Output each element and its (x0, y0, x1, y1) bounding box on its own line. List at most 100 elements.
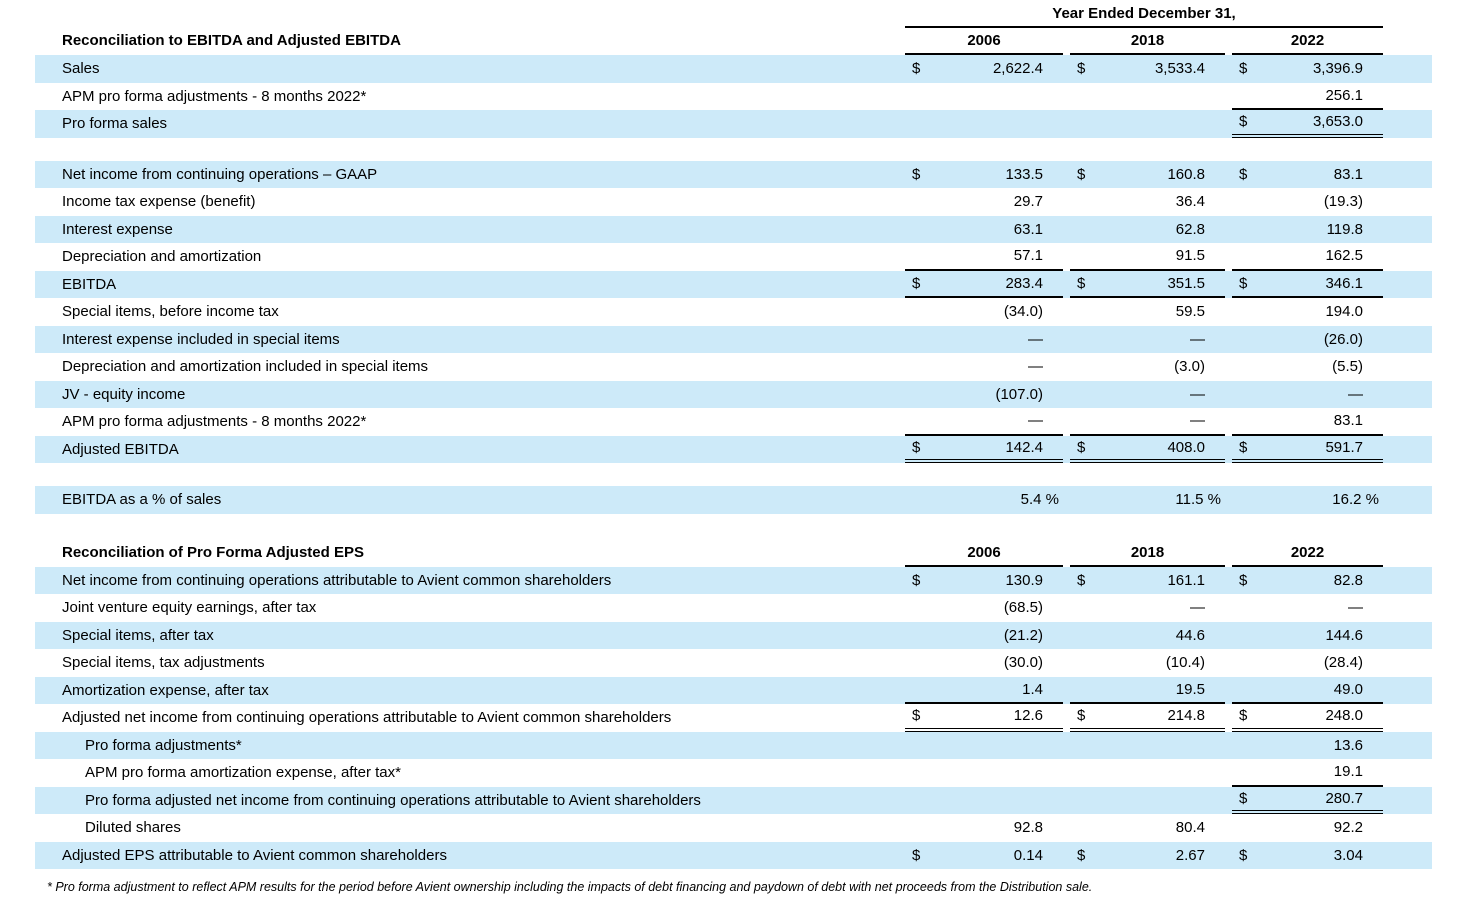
amount-cell-2022: 16.2 % (1232, 486, 1383, 514)
table-row-adjusted-eps: Adjusted EPS attributable to Avient comm… (35, 841, 1432, 870)
table-row-interest-in-special-items: Interest expense included in special ite… (35, 325, 1432, 354)
row-label: APM pro forma amortization expense, afte… (85, 764, 401, 781)
amount-cell-2006: (34.0) (905, 298, 1063, 326)
amount-cell-2018 (1070, 759, 1225, 787)
amount-value: 248.0 (1325, 707, 1363, 724)
amount-cell-2022: $82.8 (1232, 567, 1383, 595)
amount-cell-2018: — (1070, 594, 1225, 622)
row-label: Joint venture equity earnings, after tax (62, 599, 317, 616)
amount-cell-2006: 5.4 % (905, 486, 1063, 514)
amount-value: (107.0) (995, 385, 1043, 403)
table-row-ebitda-percent-of-sales: EBITDA as a % of sales 5.4 % 11.5 % 16.2… (35, 486, 1432, 514)
table-row-special-items: Special items, before income tax (34.0) … (35, 298, 1432, 326)
amount-value: — (1190, 412, 1205, 429)
amount-cell-2006: (21.2) (905, 622, 1063, 650)
amount-value: 161.1 (1167, 571, 1205, 589)
dollar-sign: $ (912, 571, 921, 589)
amount-cell-2006: — (905, 408, 1063, 436)
table-row-apm-amortization-after-tax: APM pro forma amortization expense, afte… (35, 759, 1432, 787)
amount-cell-2022: 162.5 (1232, 243, 1383, 271)
row-label: Interest expense included in special ite… (62, 330, 340, 348)
row-label: Special items, after tax (62, 626, 214, 644)
amount-value: 2,622.4 (992, 60, 1043, 77)
amount-cell-2018: 11.5 % (1070, 486, 1225, 514)
amount-value: (19.3) (1323, 193, 1363, 210)
amount-cell-2006: $133.5 (905, 161, 1063, 189)
amount-value: 130.9 (1005, 571, 1043, 589)
amount-value: 63.1 (1013, 220, 1043, 238)
table-row-apm-adjustments-ebitda: APM pro forma adjustments - 8 months 202… (35, 408, 1432, 436)
amount-cell-2022: $3.04 (1232, 842, 1383, 870)
amount-value: (28.4) (1323, 654, 1363, 671)
table-row-diluted-shares: Diluted shares 92.8 80.4 92.2 (35, 814, 1432, 842)
table-row-special-items-tax-adjustments: Special items, tax adjustments (30.0) (1… (35, 649, 1432, 677)
amount-value: 119.8 (1326, 220, 1363, 238)
amount-cell-2018: (3.0) (1070, 353, 1225, 381)
amount-value: — (1190, 385, 1205, 403)
amount-cell-2022: — (1232, 381, 1383, 409)
period-title: Year Ended December 31, (905, 2, 1383, 28)
row-label: APM pro forma adjustments - 8 months 202… (62, 87, 367, 105)
amount-cell-2018 (1070, 732, 1225, 760)
amount-cell-2022: (19.3) (1232, 188, 1383, 216)
financial-reconciliation-table: Year Ended December 31, Reconciliation t… (35, 2, 1432, 894)
row-label: Amortization expense, after tax (62, 681, 269, 699)
amount-value: (10.4) (1165, 654, 1205, 671)
dollar-sign: $ (1239, 707, 1248, 724)
amount-value: — (1028, 412, 1043, 429)
year-header-2018: 2018 (1070, 540, 1225, 567)
amount-cell-2006: — (905, 326, 1063, 354)
amount-value: 3,653.0 (1312, 113, 1363, 130)
table-row-interest-expense: Interest expense 63.1 62.8 119.8 (35, 215, 1432, 244)
amount-cell-2006: 29.7 (905, 188, 1063, 216)
amount-cell-2018: 59.5 (1070, 298, 1225, 326)
dollar-sign: $ (1239, 789, 1248, 807)
table-row-income-tax: Income tax expense (benefit) 29.7 36.4 (… (35, 188, 1432, 216)
amount-cell-2006: 63.1 (905, 216, 1063, 244)
amount-cell-2006: $2,622.4 (905, 55, 1063, 83)
dollar-sign: $ (912, 60, 921, 77)
amount-value: (68.5) (1003, 599, 1043, 616)
amount-cell-2006: $130.9 (905, 567, 1063, 595)
amount-value: (5.5) (1332, 358, 1363, 375)
amount-cell-2018 (1070, 787, 1225, 815)
amount-cell-2018: 62.8 (1070, 216, 1225, 244)
row-label: Diluted shares (85, 819, 181, 836)
amount-value: 16.2 % (1332, 491, 1379, 508)
amount-value: 91.5 (1175, 247, 1205, 264)
amount-cell-2018: 36.4 (1070, 188, 1225, 216)
amount-value: 280.7 (1325, 789, 1363, 807)
dollar-sign: $ (1239, 113, 1248, 130)
amount-value: 591.7 (1325, 438, 1363, 456)
footnote: * Pro forma adjustment to reflect APM re… (47, 880, 1093, 894)
year-header-2006: 2006 (905, 28, 1063, 55)
amount-cell-2018: $2.67 (1070, 842, 1225, 870)
dollar-sign: $ (1239, 274, 1248, 292)
amount-value: 3,533.4 (1154, 60, 1205, 77)
amount-value: 92.8 (1013, 819, 1043, 836)
row-label: Depreciation and amortization included i… (62, 358, 429, 375)
amount-cell-2006: 57.1 (905, 243, 1063, 271)
year-header-2022: 2022 (1232, 28, 1383, 55)
amount-cell-2022: 83.1 (1232, 408, 1383, 436)
amount-cell-2006: — (905, 353, 1063, 381)
dollar-sign: $ (912, 707, 921, 724)
amount-value: 19.5 (1175, 680, 1205, 698)
row-label: Sales (62, 60, 100, 77)
amount-cell-2022: 144.6 (1232, 622, 1383, 650)
amount-cell-2018: 91.5 (1070, 243, 1225, 271)
amount-value: 1.4 (1022, 680, 1043, 698)
dollar-sign: $ (1077, 60, 1086, 77)
amount-cell-2006: $0.14 (905, 842, 1063, 870)
dollar-sign: $ (1077, 438, 1086, 456)
amount-value: 19.1 (1333, 763, 1363, 780)
amount-value: (30.0) (1003, 654, 1043, 671)
row-label: Interest expense (62, 220, 173, 238)
amount-cell-2006: (107.0) (905, 381, 1063, 409)
amount-cell-2022: $3,653.0 (1232, 110, 1383, 138)
amount-value: 3,396.9 (1312, 60, 1363, 77)
amount-cell-2006 (905, 759, 1063, 787)
amount-cell-2018: $161.1 (1070, 567, 1225, 595)
amount-value: (3.0) (1174, 358, 1205, 375)
row-label: Pro forma adjusted net income from conti… (85, 791, 701, 809)
